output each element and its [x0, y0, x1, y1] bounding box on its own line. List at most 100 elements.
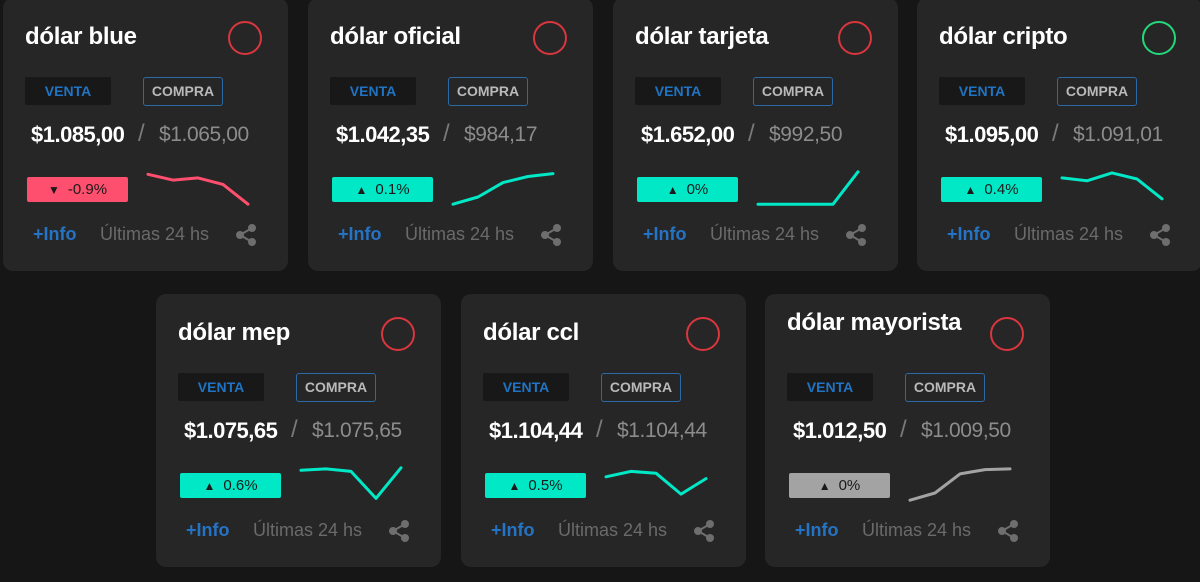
change-value: 0.5% [528, 477, 563, 494]
venta-button[interactable]: VENTA [635, 77, 721, 105]
venta-button[interactable]: VENTA [483, 373, 569, 401]
share-icon[interactable] [388, 519, 410, 543]
price-separator: / [443, 120, 450, 147]
info-link[interactable]: +Info [795, 520, 839, 540]
compra-button[interactable]: COMPRA [753, 77, 833, 106]
card-title: dólar mayorista [787, 309, 962, 336]
price-separator: / [138, 120, 145, 147]
info-link[interactable]: +Info [186, 520, 230, 540]
card-title: dólar tarjeta [635, 23, 769, 50]
card-dolar-tarjeta: dólar tarjeta VENTA COMPRA $1.652,00 / $… [613, 0, 898, 271]
card-dolar-blue: dólar blue VENTA COMPRA $1.085,00 / $1.0… [3, 0, 288, 271]
sparkline-chart [604, 469, 708, 496]
sparkline-chart [908, 467, 1012, 502]
card-title: dólar oficial [330, 23, 461, 50]
venta-button[interactable]: VENTA [939, 77, 1025, 105]
card-dolar-mayorista: dólar mayorista VENTA COMPRA $1.012,50 /… [765, 294, 1050, 567]
trend-arrow-icon: ▲ [355, 183, 368, 197]
sparkline-line [756, 170, 860, 206]
period-label: Últimas 24 hs [100, 224, 210, 244]
card-title: dólar mep [178, 319, 290, 346]
sparkline-line [604, 469, 708, 496]
period-label: Últimas 24 hs [862, 520, 972, 540]
card-dolar-cripto: dólar cripto VENTA COMPRA $1.095,00 / $1… [917, 0, 1200, 271]
compra-button[interactable]: COMPRA [905, 373, 985, 402]
venta-button[interactable]: VENTA [178, 373, 264, 401]
status-indicator-icon [1142, 21, 1176, 55]
compra-price: $1.075,65 [312, 419, 402, 442]
info-link[interactable]: +Info [491, 520, 535, 540]
info-link[interactable]: +Info [947, 224, 991, 244]
venta-price: $1.085,00 [31, 122, 125, 147]
change-badge: ▲ 0.1% [332, 177, 433, 202]
venta-price: $1.104,44 [489, 418, 583, 443]
trend-arrow-icon: ▲ [203, 479, 216, 493]
status-indicator-icon [533, 21, 567, 55]
venta-button[interactable]: VENTA [330, 77, 416, 105]
sparkline-chart [1060, 171, 1164, 201]
card-dolar-mep: dólar mep VENTA COMPRA $1.075,65 / $1.07… [156, 294, 441, 567]
sparkline-line [1060, 171, 1164, 201]
compra-price: $1.065,00 [159, 123, 249, 146]
period-label: Últimas 24 hs [1014, 224, 1124, 244]
change-badge: ▲ 0% [789, 473, 890, 498]
venta-price: $1.652,00 [641, 122, 735, 147]
compra-price: $992,50 [769, 123, 843, 146]
card-title: dólar ccl [483, 319, 580, 346]
status-indicator-icon [228, 21, 262, 55]
share-icon[interactable] [845, 223, 867, 247]
period-label: Últimas 24 hs [405, 224, 515, 244]
sparkline-line [146, 172, 250, 206]
trend-arrow-icon: ▲ [964, 183, 977, 197]
price-separator: / [291, 416, 298, 443]
compra-price: $984,17 [464, 123, 538, 146]
info-link[interactable]: +Info [33, 224, 77, 244]
compra-button[interactable]: COMPRA [143, 77, 223, 106]
compra-button[interactable]: COMPRA [1057, 77, 1137, 106]
sparkline-chart [146, 172, 250, 206]
compra-button[interactable]: COMPRA [601, 373, 681, 402]
share-icon[interactable] [1149, 223, 1171, 247]
status-indicator-icon [990, 317, 1024, 351]
period-label: Últimas 24 hs [558, 520, 668, 540]
share-icon[interactable] [235, 223, 257, 247]
info-link[interactable]: +Info [338, 224, 382, 244]
share-icon[interactable] [693, 519, 715, 543]
sparkline-line [299, 466, 403, 500]
venta-button[interactable]: VENTA [25, 77, 111, 105]
venta-price: $1.042,35 [336, 122, 430, 147]
card-dolar-oficial: dólar oficial VENTA COMPRA $1.042,35 / $… [308, 0, 593, 271]
change-value: 0.1% [375, 181, 410, 198]
share-icon[interactable] [997, 519, 1019, 543]
compra-button[interactable]: COMPRA [296, 373, 376, 402]
info-link[interactable]: +Info [643, 224, 687, 244]
change-value: 0% [686, 181, 709, 198]
trend-arrow-icon: ▲ [508, 479, 521, 493]
sparkline-chart [299, 466, 403, 500]
change-value: -0.9% [67, 181, 108, 198]
share-icon[interactable] [540, 223, 562, 247]
card-title: dólar blue [25, 23, 137, 50]
period-label: Últimas 24 hs [710, 224, 820, 244]
change-badge: ▲ 0.6% [180, 473, 281, 498]
sparkline-chart [451, 172, 555, 206]
price-separator: / [748, 120, 755, 147]
change-value: 0.4% [984, 181, 1019, 198]
status-indicator-icon [381, 317, 415, 351]
venta-price: $1.075,65 [184, 418, 278, 443]
compra-price: $1.091,01 [1073, 123, 1163, 146]
change-value: 0% [838, 477, 861, 494]
period-label: Últimas 24 hs [253, 520, 363, 540]
venta-button[interactable]: VENTA [787, 373, 873, 401]
sparkline-chart [756, 170, 860, 206]
sparkline-line [451, 172, 555, 206]
venta-price: $1.095,00 [945, 122, 1039, 147]
compra-price: $1.104,44 [617, 419, 707, 442]
price-separator: / [596, 416, 603, 443]
card-title: dólar cripto [939, 23, 1068, 50]
change-value: 0.6% [223, 477, 258, 494]
change-badge: ▲ 0% [637, 177, 738, 202]
compra-button[interactable]: COMPRA [448, 77, 528, 106]
venta-price: $1.012,50 [793, 418, 887, 443]
price-separator: / [1052, 120, 1059, 147]
